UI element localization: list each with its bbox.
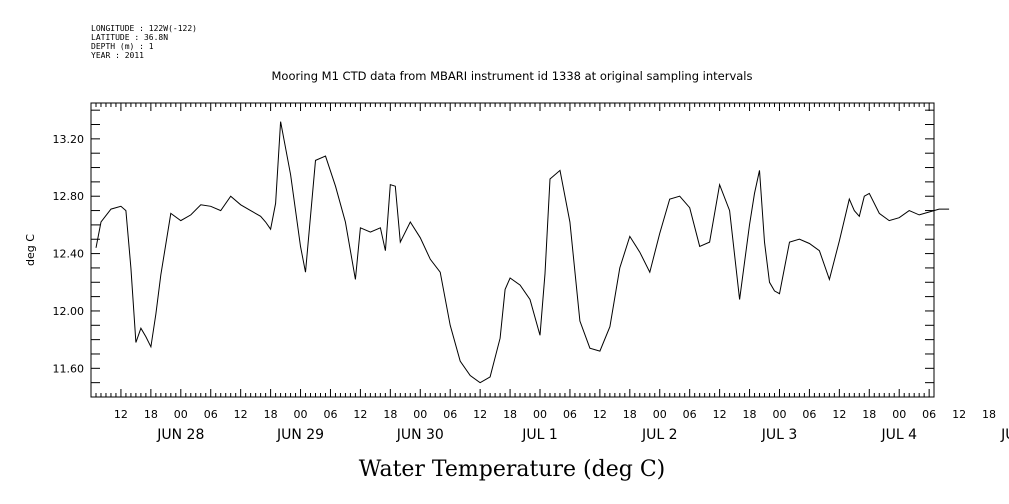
y-axis-label: deg C [24,234,37,266]
latitude-label: LATITUDE : 36.8N [91,33,168,42]
y-axis: 13.20 12.80 12.40 12.00 11.60 [53,109,934,384]
year-label: YEAR : 2011 [91,51,144,60]
x-hour-label: 00 [294,408,308,421]
x-hour-label: 12 [114,408,128,421]
x-hour-label: 06 [802,408,816,421]
x-hour-label: 12 [353,408,367,421]
x-hour-label: 12 [832,408,846,421]
longitude-label: LONGITUDE : 122W(-122) [91,24,197,33]
temperature-series-line [95,121,950,384]
x-hour-label: 18 [264,408,278,421]
x-axis: 12 18 00 06 12 18 00 06 12 18 00 06 12 18 00 06 12 18 00 06… [90,103,1009,443]
plot-frame [90,102,935,398]
x-date-label: JUL 4 [880,427,917,443]
x-hour-label: 06 [323,408,337,421]
y-tick-label: 11.60 [53,362,85,375]
x-hour-label: 06 [443,408,457,421]
x-date-label: JUL 2 [641,427,678,443]
x-hour-label: 00 [174,408,188,421]
x-hour-label: 12 [473,408,487,421]
x-hour-label: 18 [862,408,876,421]
y-tick-label: 12.40 [53,248,85,261]
x-date-label: JUL 5 [1000,427,1009,443]
y-tick-label: 13.20 [53,133,85,146]
metadata-block: LONGITUDE : 122W(-122) LATITUDE : 36.8N … [91,24,197,60]
x-hour-label: 12 [713,408,727,421]
x-hour-label: 00 [413,408,427,421]
depth-label: DEPTH (m) : 1 [91,42,154,51]
x-date-label: JUN 30 [396,427,444,443]
x-hour-label: 18 [982,408,996,421]
x-hour-label: 06 [683,408,697,421]
x-hour-label: 00 [772,408,786,421]
x-date-label: JUN 29 [276,427,324,443]
x-hour-label: 18 [743,408,757,421]
x-hour-label: 06 [563,408,577,421]
x-hour-label: 00 [653,408,667,421]
x-hour-label: 12 [593,408,607,421]
x-date-label: JUN 28 [156,427,204,443]
x-hour-label: 06 [922,408,936,421]
x-hour-label: 12 [952,408,966,421]
y-tick-label: 12.00 [53,305,85,318]
x-hour-label: 18 [503,408,517,421]
x-hour-label: 18 [623,408,637,421]
x-hour-label: 18 [144,408,158,421]
x-hour-label: 00 [892,408,906,421]
chart-title: Mooring M1 CTD data from MBARI instrumen… [272,69,753,83]
x-date-label: JUL 1 [521,427,558,443]
y-tick-label: 12.80 [53,190,85,203]
x-hour-label: 18 [383,408,397,421]
x-hour-label: 12 [234,408,248,421]
x-hour-label: 06 [204,408,218,421]
x-axis-label: Water Temperature (deg C) [359,457,666,482]
x-hour-label: 00 [533,408,547,421]
x-date-label: JUL 3 [761,427,798,443]
